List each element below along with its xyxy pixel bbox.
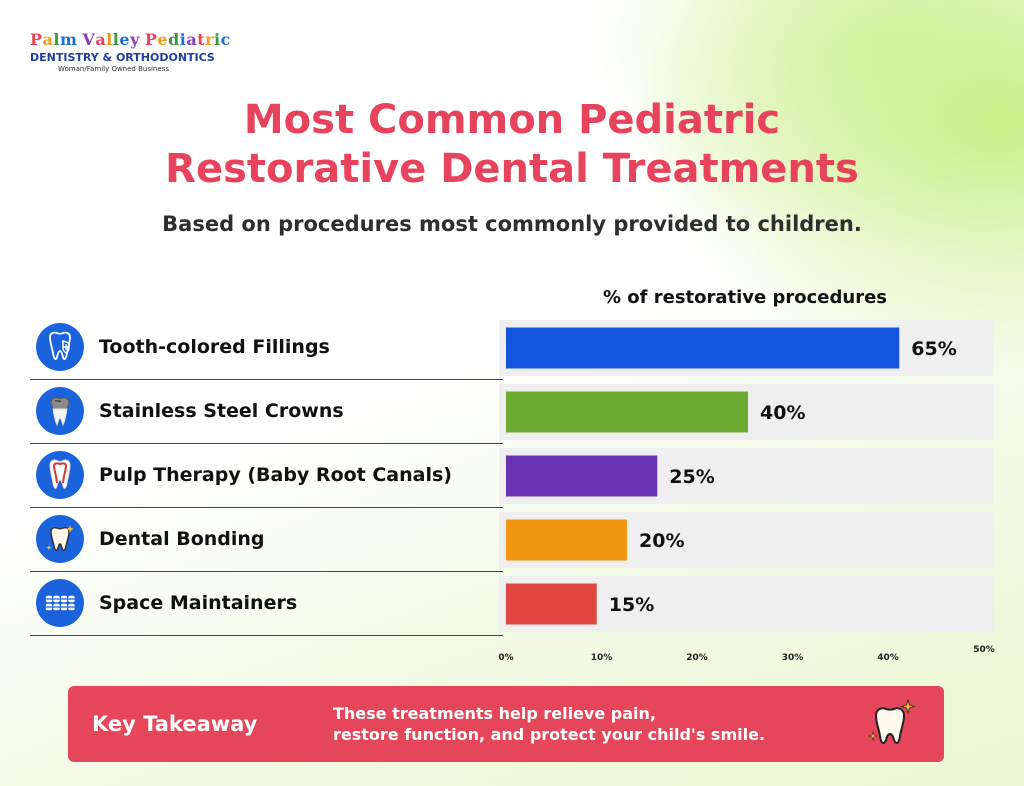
logo-name: Palm Valley Pediatric [30, 30, 231, 49]
logo-tagline: Woman/Family Owned Business [58, 65, 169, 73]
title-line-2: Restorative Dental Treatments [165, 146, 859, 192]
tooth-crown-icon [36, 387, 84, 435]
bar [506, 391, 748, 433]
sparkle-tooth-icon [36, 515, 84, 563]
key-takeaway-banner: Key Takeaway These treatments help relie… [68, 686, 944, 762]
page-title: Most Common Pediatric Restorative Dental… [0, 96, 1024, 194]
x-tick-label: 10% [591, 653, 613, 663]
takeaway-title: Key Takeaway [92, 712, 258, 736]
bar [506, 519, 627, 561]
row-label: Pulp Therapy (Baby Root Canals) [99, 464, 452, 486]
x-tick-label: 50% [973, 645, 995, 655]
row-label: Space Maintainers [99, 592, 298, 614]
page-subtitle: Based on procedures most commonly provid… [162, 212, 862, 236]
bar [506, 583, 597, 625]
bar-value-label: 20% [639, 530, 684, 552]
x-tick-label: 0% [498, 653, 513, 663]
sparkle-tooth-icon [863, 694, 923, 758]
brand-logo: Palm Valley Pediatric DENTISTRY & ORTHOD… [30, 30, 231, 73]
bar-value-label: 40% [760, 402, 805, 424]
row-pulp-therapy: Pulp Therapy (Baby Root Canals) [30, 444, 503, 508]
tooth-root-icon [36, 451, 84, 499]
x-tick-label: 20% [686, 653, 708, 663]
row-space-maintainers: Space Maintainers [30, 572, 503, 636]
takeaway-line-1: These treatments help relieve pain, [333, 704, 656, 723]
bar-value-label: 65% [911, 338, 956, 360]
row-label: Stainless Steel Crowns [99, 400, 344, 422]
tooth-shield-icon [36, 323, 84, 371]
row-dental-bonding: Dental Bonding [30, 508, 503, 572]
bar [506, 455, 658, 497]
takeaway-text: These treatments help relieve pain, rest… [333, 703, 765, 745]
x-tick-label: 30% [782, 653, 804, 663]
row-label: Tooth-colored Fillings [99, 336, 330, 358]
bar [506, 327, 900, 369]
row-label: Dental Bonding [99, 528, 265, 550]
chart-axis-title: % of restorative procedures [602, 287, 888, 308]
title-line-1: Most Common Pediatric [243, 97, 781, 143]
bar-value-label: 25% [669, 466, 714, 488]
takeaway-line-2: restore function, and protect your child… [333, 725, 766, 744]
x-tick-label: 40% [877, 653, 899, 663]
braces-icon [36, 579, 84, 627]
row-tooth-colored-fillings: Tooth-colored Fillings [30, 316, 503, 380]
row-stainless-steel-crowns: Stainless Steel Crowns [30, 380, 503, 444]
bar-value-label: 15% [609, 594, 654, 616]
logo-subtitle: DENTISTRY & ORTHODONTICS [30, 51, 215, 64]
